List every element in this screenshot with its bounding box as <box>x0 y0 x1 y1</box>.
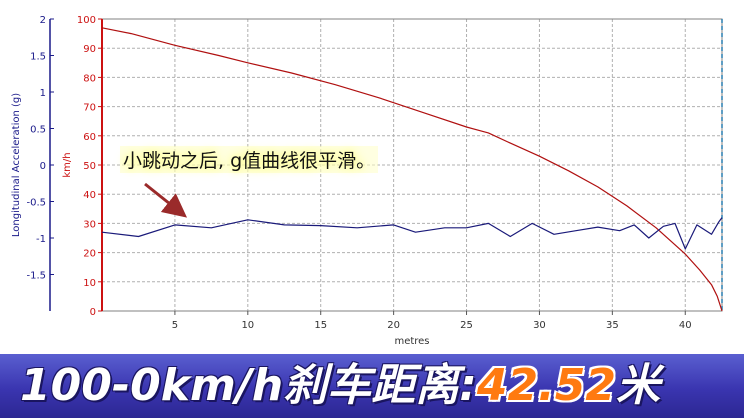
right-axis-tick-label: 80 <box>83 73 96 84</box>
result-banner: 100-0km/h刹车距离:42.52米 <box>0 354 744 418</box>
braking-chart: 2 1.5 1 0.5 0 -0.5 -1 -1.5 Longitudinal Accelera… <box>0 0 744 354</box>
right-axis-tick-label: 10 <box>83 278 96 289</box>
x-axis-tick-label: 35 <box>606 320 619 331</box>
banner-value: 42.52 <box>476 360 617 411</box>
x-axis-tick-label: 5 <box>172 320 178 331</box>
annotation-arrow-group <box>144 182 188 218</box>
right-axis-tick-label: 90 <box>83 44 96 55</box>
left-axis-tick-label: 0 <box>40 161 46 172</box>
x-axis-tick-label: 25 <box>460 320 473 331</box>
left-axis-tick-label: -0.5 <box>26 198 46 209</box>
banner-label: 100-0km/h刹车距离: <box>20 360 477 411</box>
left-axis-tick-label: -1.5 <box>26 271 46 282</box>
x-axis-label: metres <box>394 336 429 347</box>
right-axis-tick-label: 0 <box>90 307 96 318</box>
axes <box>49 18 723 315</box>
acceleration-series-line <box>101 217 723 250</box>
left-axis-label: Longitudinal Acceleration (g) <box>11 93 22 237</box>
annotation-arrow <box>144 182 188 218</box>
x-axis-tick-label: 15 <box>314 320 327 331</box>
x-axis-tick-label: 40 <box>679 320 692 331</box>
banner-unit: 米 <box>616 360 661 411</box>
x-axis-tick-label: 30 <box>533 320 546 331</box>
right-axis-tick-label: 20 <box>83 249 96 260</box>
chart-background <box>0 0 744 354</box>
right-axis-tick-label: 60 <box>83 132 96 143</box>
left-axis-tick-label: -1 <box>36 234 46 245</box>
annotation-text: 小跳动之后, g值曲线很平滑。 <box>120 146 379 173</box>
right-axis-tick-label: 40 <box>83 190 96 201</box>
right-axis-tick-label: 100 <box>77 15 96 26</box>
right-axis-label: km/h <box>62 152 73 177</box>
x-axis-tick-label: 20 <box>387 320 400 331</box>
axis-labels: 2 1.5 1 0.5 0 -0.5 -1 -1.5 Longitudinal Accelera… <box>11 15 692 347</box>
right-axis-tick-label: 30 <box>83 219 96 230</box>
right-axis-tick-label: 50 <box>83 161 96 172</box>
grid-lines <box>102 18 722 312</box>
left-axis-tick-label: 1 <box>40 88 46 99</box>
series-group <box>101 27 723 312</box>
left-axis-tick-label: 0.5 <box>30 125 46 136</box>
left-axis-tick-label: 1.5 <box>30 52 46 63</box>
left-axis-tick-label: 2 <box>40 15 46 26</box>
right-axis-tick-label: 70 <box>83 103 96 114</box>
x-axis-tick-label: 10 <box>241 320 254 331</box>
banner-text: 100-0km/h刹车距离:42.52米 <box>20 360 660 412</box>
speed-series-line <box>101 27 723 312</box>
